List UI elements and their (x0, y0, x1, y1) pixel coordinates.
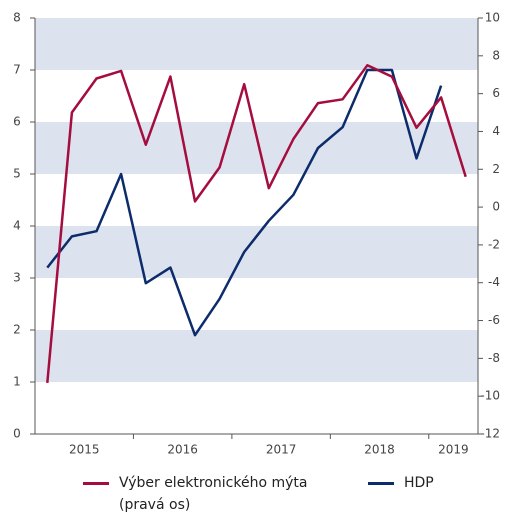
legend-label: Výber elektronického mýta (pravá os) (119, 475, 308, 513)
band (35, 226, 478, 278)
legend-swatch (83, 482, 109, 485)
x-tick-label: 2019 (438, 443, 469, 457)
series-line (46, 68, 443, 337)
y2-tick-label: 0 (492, 200, 500, 214)
band (35, 330, 478, 382)
legend-item: HDP (368, 472, 434, 494)
y2-tick-label: 2 (492, 162, 500, 176)
chart: 0 1 2 3 4 5 6 7 8 -12 -10 -8 -6 -4 -2 0 2 4 6 8 10 2015 2016 20… (13, 11, 500, 457)
y-tick-label: 3 (13, 271, 21, 285)
y2-tick-label: -6 (488, 313, 500, 327)
x-tick-label: 2015 (69, 443, 100, 457)
legend-swatch (368, 482, 394, 485)
series-line (46, 64, 467, 384)
band (35, 18, 478, 70)
y2-tick-label: 4 (492, 124, 500, 138)
y2-tick-label: -2 (488, 237, 500, 251)
y2-tick-label: -4 (488, 275, 500, 289)
legend-item: Výber elektronického mýta (pravá os) (83, 472, 319, 516)
y2-tick-label: -12 (480, 427, 500, 441)
y-tick-label: 2 (13, 323, 21, 337)
y-tick-label: 1 (13, 375, 21, 389)
legend-label: HDP (404, 475, 434, 491)
y2-tick-label: -10 (480, 389, 500, 403)
y2-tick-label: 8 (492, 48, 500, 62)
x-tick-label: 2016 (167, 443, 198, 457)
x-tick-label: 2017 (266, 443, 297, 457)
x-tick-label: 2018 (364, 443, 395, 457)
y-tick-label: 7 (13, 63, 21, 77)
y-tick-label: 8 (13, 11, 21, 25)
y2-tick-label: 10 (485, 11, 500, 25)
y-tick-label: 5 (13, 167, 21, 181)
y-tick-label: 6 (13, 115, 21, 129)
y-tick-label: 0 (13, 427, 21, 441)
y2-tick-label: 6 (492, 86, 500, 100)
band (35, 122, 478, 174)
y-tick-label: 4 (13, 219, 21, 233)
y2-tick-label: -8 (488, 351, 500, 365)
